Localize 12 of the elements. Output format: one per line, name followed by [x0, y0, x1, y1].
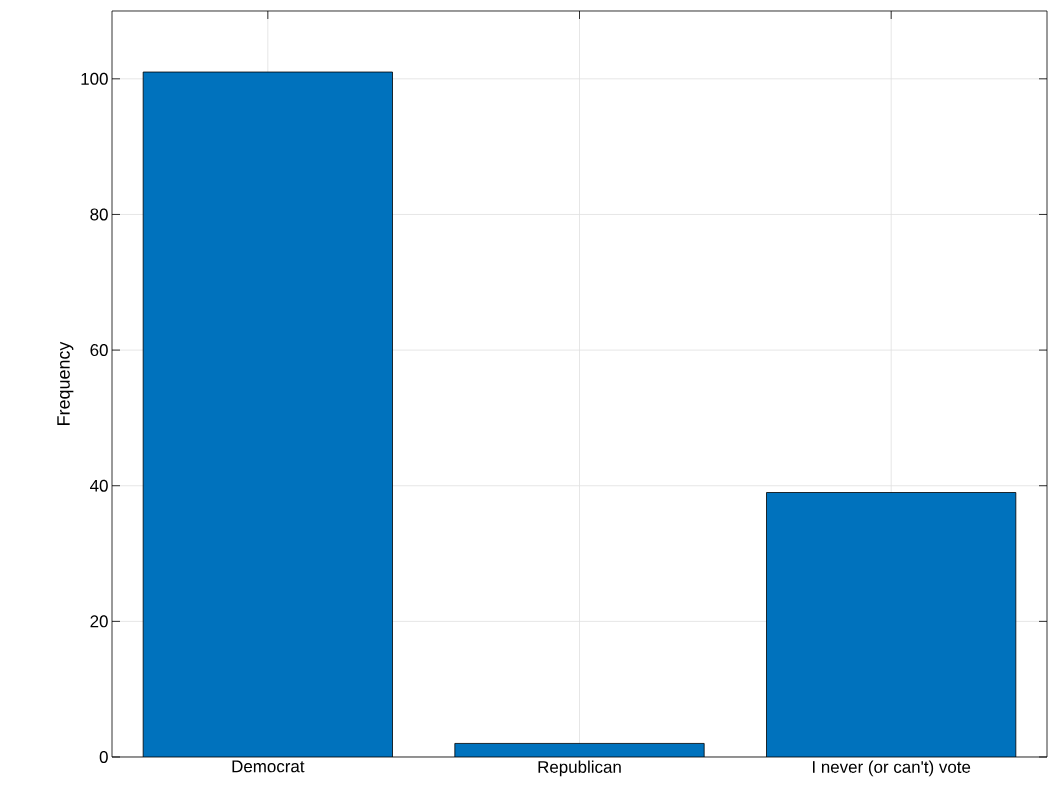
- x-tick-label: I never (or can't) vote: [812, 760, 971, 777]
- y-tick-label: 40: [90, 479, 108, 492]
- y-tick-label: 20: [90, 615, 108, 628]
- bar: [766, 492, 1017, 757]
- y-tick-label: 80: [90, 208, 108, 221]
- y-tick-label: 100: [81, 72, 108, 85]
- y-axis-title: Frequency: [57, 341, 74, 425]
- x-tick-label: Republican: [538, 760, 621, 777]
- y-tick-label: 60: [90, 344, 108, 357]
- bar: [143, 72, 393, 757]
- x-tick-label: Democrat: [232, 760, 305, 773]
- y-tick-label: 0: [99, 751, 108, 763]
